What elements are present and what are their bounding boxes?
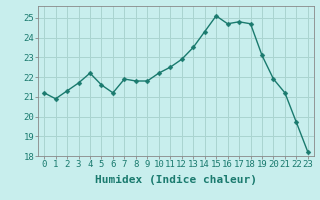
X-axis label: Humidex (Indice chaleur): Humidex (Indice chaleur) <box>95 175 257 185</box>
